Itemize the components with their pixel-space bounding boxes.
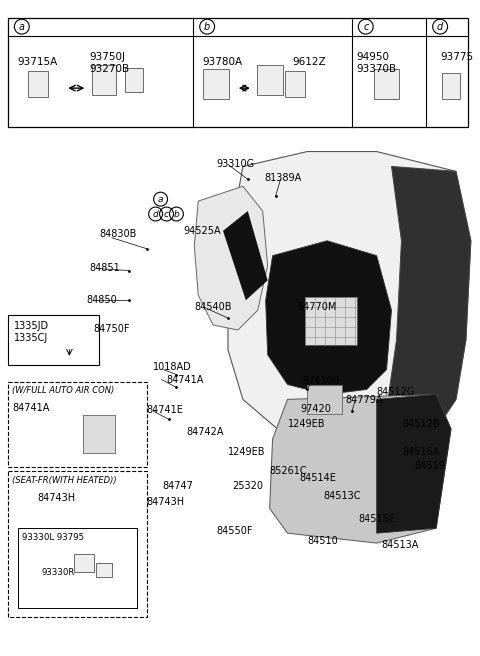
Text: c: c xyxy=(164,209,169,218)
Text: 84770M: 84770M xyxy=(298,302,337,312)
Text: 9612Z: 9612Z xyxy=(292,57,326,68)
Text: (W/FULL AUTO AIR CON): (W/FULL AUTO AIR CON) xyxy=(12,386,114,396)
Text: 93310G: 93310G xyxy=(216,159,254,169)
Text: 93330R: 93330R xyxy=(42,568,75,577)
Text: 84512G: 84512G xyxy=(377,388,415,398)
Text: 1249EB: 1249EB xyxy=(288,419,325,429)
Text: 84851: 84851 xyxy=(89,262,120,273)
Bar xyxy=(83,415,115,453)
Text: 84512B: 84512B xyxy=(402,419,440,429)
Text: 94525A: 94525A xyxy=(183,226,221,236)
Polygon shape xyxy=(270,394,451,543)
Text: 1335JD: 1335JD xyxy=(14,321,49,331)
Bar xyxy=(83,415,115,453)
Polygon shape xyxy=(228,152,471,449)
Bar xyxy=(307,384,342,414)
Text: 84779A: 84779A xyxy=(345,396,383,405)
Bar xyxy=(8,471,147,617)
Polygon shape xyxy=(386,167,471,444)
Text: 84516A: 84516A xyxy=(402,447,440,457)
Bar xyxy=(18,528,137,607)
Polygon shape xyxy=(377,394,451,533)
Text: 97420: 97420 xyxy=(300,404,331,415)
Bar xyxy=(125,68,143,92)
Text: 85261C: 85261C xyxy=(270,466,307,476)
Text: 81389A: 81389A xyxy=(264,173,302,184)
Text: 1335CJ: 1335CJ xyxy=(14,333,48,343)
Text: 84741A: 84741A xyxy=(167,375,204,384)
Text: 93330L 93795: 93330L 93795 xyxy=(22,533,84,543)
Text: d: d xyxy=(437,22,443,31)
Bar xyxy=(28,72,48,97)
Bar xyxy=(374,70,399,99)
Text: (SEAT-FR(WITH HEATED)): (SEAT-FR(WITH HEATED)) xyxy=(12,476,117,485)
Text: 84743H: 84743H xyxy=(37,493,76,502)
Text: 84743H: 84743H xyxy=(147,497,185,506)
Text: 93270B: 93270B xyxy=(89,64,129,74)
Text: 84742A: 84742A xyxy=(186,427,224,437)
Text: 93750J: 93750J xyxy=(89,52,125,62)
Bar xyxy=(8,382,147,467)
Text: 84830B: 84830B xyxy=(99,229,136,239)
Bar xyxy=(305,297,357,345)
Polygon shape xyxy=(194,186,268,330)
Text: 25320: 25320 xyxy=(232,481,263,491)
Bar xyxy=(8,18,468,127)
Text: 94950: 94950 xyxy=(357,52,390,62)
Text: d: d xyxy=(153,209,158,218)
Text: a: a xyxy=(19,22,25,31)
Text: 93715A: 93715A xyxy=(18,57,58,68)
Text: 84540B: 84540B xyxy=(194,302,232,312)
Bar xyxy=(203,70,229,99)
Text: 93775: 93775 xyxy=(440,52,473,62)
Text: a: a xyxy=(158,195,163,203)
Text: 97410B: 97410B xyxy=(302,376,340,386)
Text: 84513C: 84513C xyxy=(323,491,360,501)
Bar xyxy=(257,66,283,95)
Text: 84741A: 84741A xyxy=(12,403,49,413)
Text: 84515E: 84515E xyxy=(359,514,396,524)
Text: 93370B: 93370B xyxy=(357,64,397,74)
Text: b: b xyxy=(204,22,210,31)
Text: 84510: 84510 xyxy=(307,536,338,546)
Text: b: b xyxy=(174,209,180,218)
Text: 1018AD: 1018AD xyxy=(153,361,192,372)
Bar xyxy=(442,73,460,99)
Text: 84513A: 84513A xyxy=(382,540,419,550)
Bar xyxy=(8,315,99,365)
Text: 84519: 84519 xyxy=(414,461,445,471)
Text: c: c xyxy=(363,22,369,31)
Bar xyxy=(286,72,305,97)
Text: 93780A: 93780A xyxy=(202,57,242,68)
Text: 84750F: 84750F xyxy=(93,324,130,334)
Text: 84747: 84747 xyxy=(163,481,193,491)
Text: 84741E: 84741E xyxy=(147,405,183,415)
Text: 84514E: 84514E xyxy=(300,473,336,483)
Polygon shape xyxy=(265,241,392,394)
Bar xyxy=(74,554,94,572)
Bar xyxy=(96,563,112,577)
Text: 84550F: 84550F xyxy=(216,526,252,536)
Bar xyxy=(92,66,116,95)
Text: 1249EB: 1249EB xyxy=(228,447,265,457)
Text: 84850: 84850 xyxy=(86,295,117,305)
Polygon shape xyxy=(223,211,268,300)
